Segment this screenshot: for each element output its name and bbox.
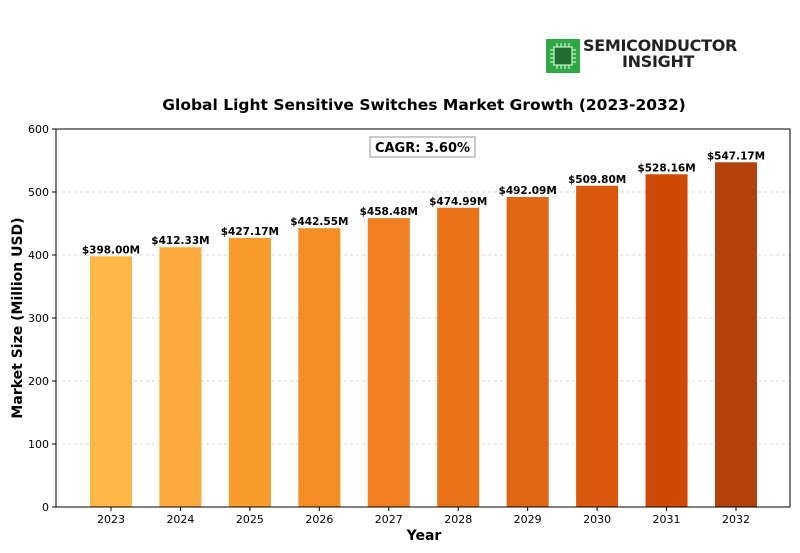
y-tick-label: 200: [28, 375, 49, 388]
brand-name-line2: INSIGHT: [622, 52, 695, 71]
x-tick-label-2031: 2031: [653, 513, 681, 526]
y-tick-label: 0: [42, 501, 49, 514]
y-axis-title: Market Size (Million USD): [10, 217, 26, 418]
y-tick-label: 400: [28, 249, 49, 262]
data-label-2024: $412.33M: [151, 235, 209, 247]
data-label-2027: $458.48M: [360, 206, 418, 218]
data-label-2026: $442.55M: [290, 216, 348, 228]
data-labels: $398.00M $412.33M $427.17M $442.55M $458.48M…: [82, 150, 765, 256]
x-tick-label-2030: 2030: [583, 513, 611, 526]
brand-name-line1: SEMICONDUCTOR: [583, 36, 738, 55]
x-axis-title: Year: [406, 528, 442, 544]
brand-logo: SEMICONDUCTOR INSIGHT: [546, 38, 746, 74]
cagr-annotation: CAGR: 3.60%: [369, 136, 476, 158]
data-label-2023: $398.00M: [82, 244, 140, 256]
data-label-2025: $427.17M: [221, 226, 279, 238]
bar-2024: [159, 247, 202, 507]
bar-2032: [715, 162, 757, 507]
data-label-2032: $547.17M: [707, 150, 765, 162]
bar-2027: [367, 218, 410, 507]
data-label-2031: $528.16M: [637, 162, 695, 174]
x-tick-label-2024: 2024: [166, 513, 194, 526]
x-tick-label-2032: 2032: [722, 513, 750, 526]
bar-2023: [90, 256, 132, 507]
bar-2026: [298, 228, 341, 508]
y-tick-label: 300: [28, 312, 49, 325]
data-label-2029: $492.09M: [499, 185, 557, 197]
x-tick-label-2023: 2023: [97, 513, 125, 526]
bar-2025: [228, 237, 271, 507]
chart-title: Global Light Sensitive Switches Market G…: [162, 96, 685, 114]
y-tick-label: 600: [28, 123, 49, 136]
bar-2031: [645, 174, 688, 507]
bar-2028: [437, 207, 480, 508]
bar-2030: [576, 185, 619, 508]
y-tick-label: 100: [28, 438, 49, 451]
y-tick-label: 500: [28, 186, 49, 199]
x-tick-label-2025: 2025: [236, 513, 264, 526]
y-axis: 0 100 200 300 400 500 600: [28, 123, 56, 514]
x-tick-label-2026: 2026: [305, 513, 333, 526]
x-tick-label-2027: 2027: [375, 513, 403, 526]
bars: [90, 162, 757, 508]
x-tick-label-2029: 2029: [514, 513, 542, 526]
x-tick-label-2028: 2028: [444, 513, 472, 526]
data-label-2028: $474.99M: [429, 196, 487, 208]
cagr-label: CAGR: 3.60%: [375, 141, 470, 156]
chip-icon: [546, 39, 580, 73]
x-axis: 2023 2024 2025 2026 2027 2028 2029 2030 2031 2032: [97, 507, 750, 526]
data-label-2030: $509.80M: [568, 174, 626, 186]
bar-2029: [506, 196, 549, 507]
